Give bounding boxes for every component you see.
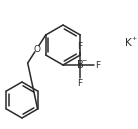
Text: O: O <box>33 45 40 54</box>
Text: F: F <box>77 42 83 51</box>
Text: F: F <box>77 79 83 88</box>
Text: K: K <box>125 38 131 48</box>
Text: +: + <box>131 35 137 41</box>
Text: B: B <box>77 60 83 70</box>
Text: F: F <box>95 61 100 70</box>
Text: −: − <box>82 58 87 62</box>
